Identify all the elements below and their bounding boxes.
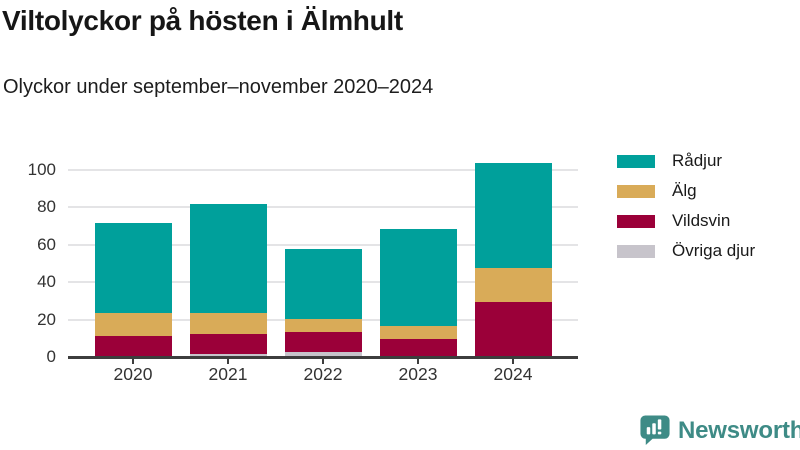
bar-segment-2024-älg — [474, 268, 552, 302]
x-axis-tick-label: 2023 — [398, 364, 438, 384]
y-axis-tick-label: 0 — [46, 347, 56, 366]
bar-segment-2020-rådjur — [94, 223, 172, 313]
legend-label: Vildsvin — [672, 211, 731, 230]
bar-segment-2023-älg — [379, 326, 457, 340]
legend-swatch — [617, 154, 655, 168]
newsworthy-logo-icon — [640, 415, 670, 446]
gridline-100 — [68, 168, 578, 171]
bar-segment-2024-rådjur — [474, 163, 552, 268]
bar-segment-2020-vildsvin — [94, 335, 172, 358]
gridline-60 — [68, 243, 578, 246]
legend-item-övriga-djur: Övriga djur — [617, 236, 755, 266]
legend-item-rådjur: Rådjur — [617, 146, 755, 176]
bar-segment-2024-vildsvin — [474, 301, 552, 358]
y-axis-tick-label: 20 — [37, 309, 56, 329]
legend: Rådjur Älg Vildsvin Övriga djur — [617, 146, 755, 266]
chart-title: Viltolyckor på hösten i Älmhult — [2, 5, 403, 36]
x-axis-tick-label: 2020 — [113, 364, 153, 384]
legend-label: Övriga djur — [672, 241, 756, 260]
bar-segment-2021-rådjur — [189, 204, 267, 313]
x-axis-tick — [512, 359, 514, 364]
legend-label: Rådjur — [672, 151, 723, 170]
x-axis-tick-label: 2021 — [208, 364, 248, 384]
bar-segment-2022-rådjur — [284, 249, 362, 319]
brand-name: Newsworthy — [678, 416, 800, 444]
x-axis-tick — [417, 359, 419, 364]
legend-swatch — [617, 184, 655, 198]
brand-footer: Newsworthy — [638, 414, 800, 447]
chart-subtitle: Olyckor under september–november 2020–20… — [3, 76, 434, 98]
legend-swatch — [617, 214, 655, 228]
bar-segment-2021-älg — [189, 313, 267, 334]
y-axis-tick-label: 60 — [37, 234, 56, 254]
y-axis-tick-label: 80 — [37, 197, 56, 216]
y-axis-tick-label: 100 — [27, 159, 56, 179]
legend-label: Älg — [672, 181, 697, 200]
y-axis-tick-label: 40 — [37, 272, 56, 291]
bar-segment-2021-vildsvin — [189, 333, 267, 355]
legend-item-vildsvin: Vildsvin — [617, 206, 755, 236]
x-axis-tick — [227, 359, 229, 364]
bar-segment-2022-älg — [284, 318, 362, 332]
x-axis-tick — [322, 359, 324, 364]
legend-item-älg: Älg — [617, 176, 755, 206]
gridline-80 — [68, 206, 578, 208]
bar-segment-2023-vildsvin — [379, 339, 457, 358]
x-axis-tick — [132, 359, 134, 364]
bar-segment-2020-älg — [94, 313, 172, 336]
x-axis-tick-label: 2022 — [303, 364, 343, 384]
x-axis-tick-label: 2024 — [493, 364, 533, 384]
x-axis-line — [68, 356, 578, 359]
bar-segment-2022-vildsvin — [284, 331, 362, 353]
bar-segment-2023-rådjur — [379, 228, 457, 327]
bar-segment-2022-övriga-djur — [284, 352, 362, 358]
legend-swatch — [617, 244, 655, 258]
